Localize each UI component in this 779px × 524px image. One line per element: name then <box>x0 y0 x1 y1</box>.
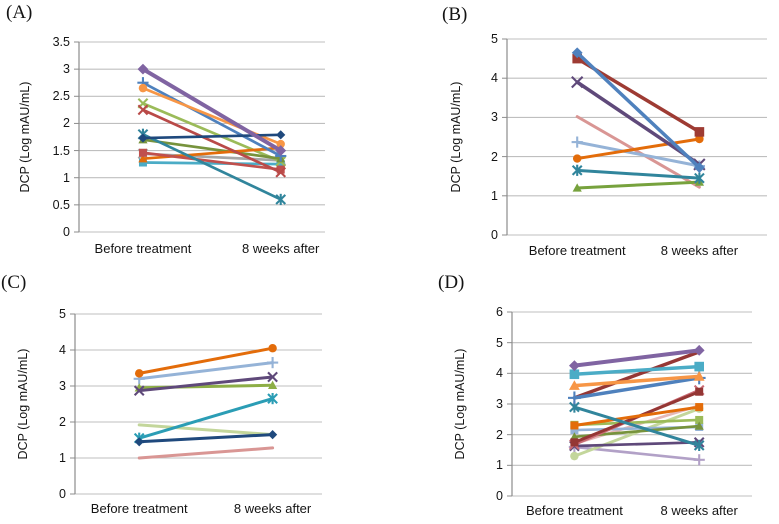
y-tick-label: 1 <box>491 188 498 203</box>
y-tick-label: 0 <box>59 487 66 501</box>
panel-a-x-category-before: Before treatment <box>94 241 192 256</box>
y-tick-label: 2 <box>491 149 498 164</box>
panel-c-x-category-after: 8 weeks after <box>233 501 312 516</box>
y-tick-label: 3 <box>491 110 498 125</box>
panel-c-x-category-before: Before treatment <box>90 501 188 516</box>
y-tick-label: 1.5 <box>52 143 70 158</box>
y-tick-label: 4 <box>491 71 498 86</box>
y-tick-label: 3.5 <box>52 35 70 49</box>
y-tick-label: 0 <box>63 225 70 239</box>
y-tick-label: 1 <box>496 458 503 473</box>
panel-d-x-category-after: 8 weeks after <box>660 503 738 518</box>
y-tick-label: 6 <box>496 305 503 319</box>
panel-a-label: (A) <box>6 2 33 23</box>
panel-b: (B) DCP (Log mAU/mL) Before treatment 8 … <box>389 0 779 262</box>
y-tick-label: 5 <box>59 307 66 321</box>
y-tick-label: 4 <box>496 366 503 381</box>
panel-b-x-category-before: Before treatment <box>528 243 626 258</box>
y-tick-label: 1 <box>63 170 70 185</box>
y-tick-label: 4 <box>59 343 66 357</box>
y-tick-label: 3 <box>59 379 66 393</box>
panel-d-label: (D) <box>438 272 465 293</box>
panel-a-x-category-after: 8 weeks after <box>242 241 320 256</box>
y-tick-label: 3 <box>63 62 70 77</box>
y-tick-label: 0 <box>491 228 498 242</box>
panel-c-label: (C) <box>1 272 27 293</box>
y-tick-label: 5 <box>491 32 498 46</box>
panel-b-x-category-after: 8 weeks after <box>660 243 739 258</box>
panel-a-plot-area <box>74 41 325 233</box>
panel-d: (D) DCP (Log mAU/mL) Before treatment 8 … <box>389 262 779 524</box>
y-tick-label: 2 <box>59 415 66 429</box>
panel-d-plot-area <box>507 311 752 497</box>
panel-c: (C) DCP (Log mAU/mL) Before treatment 8 … <box>0 262 390 524</box>
y-tick-label: 0.5 <box>52 197 70 212</box>
panel-c-plot-area <box>70 313 322 495</box>
y-tick-label: 2 <box>496 427 503 442</box>
y-tick-label: 5 <box>496 335 503 350</box>
y-tick-label: 3 <box>496 397 503 411</box>
panel-b-label: (B) <box>442 4 468 25</box>
panel-d-x-category-before: Before treatment <box>525 503 623 518</box>
panel-a: (A) DCP (Log mAU/mL) Before treatment 8 … <box>0 0 390 262</box>
y-tick-label: 2.5 <box>52 89 70 104</box>
y-tick-label: 0 <box>496 489 503 503</box>
y-tick-label: 2 <box>63 116 70 131</box>
panel-b-plot-area <box>502 38 767 236</box>
y-tick-label: 1 <box>59 451 66 465</box>
